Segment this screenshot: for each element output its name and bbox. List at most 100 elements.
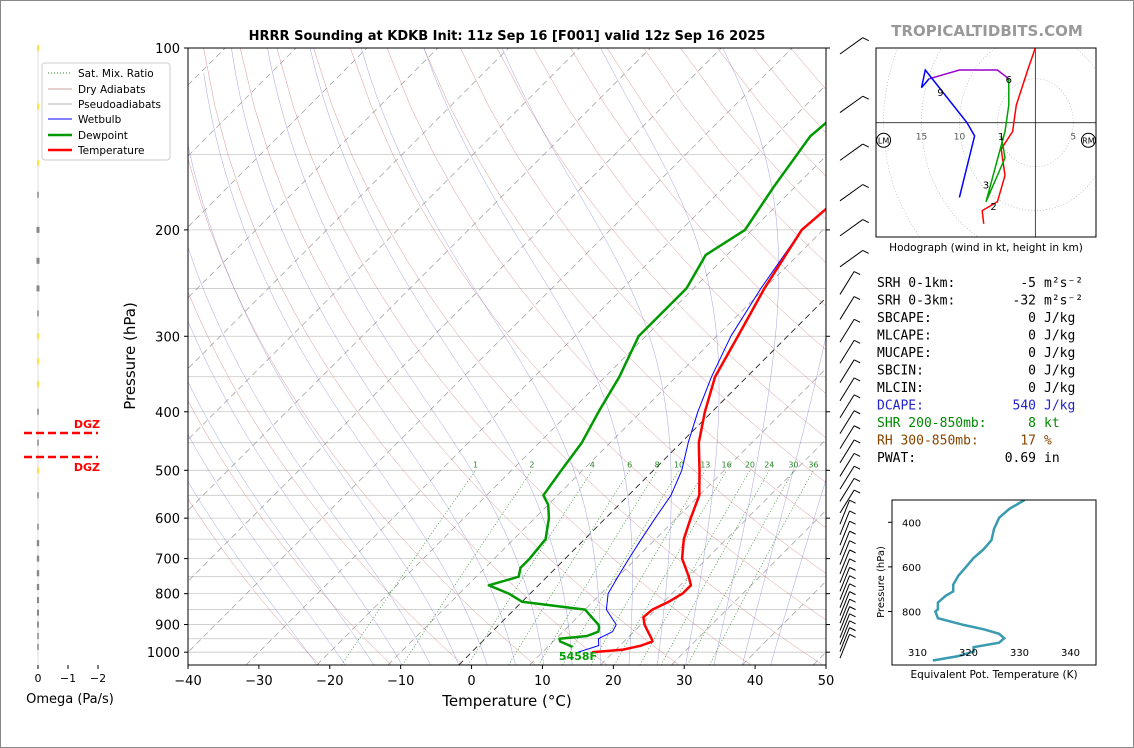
x-tick-label: −40 bbox=[174, 674, 201, 689]
wind-barb bbox=[839, 627, 851, 652]
omega-bar bbox=[37, 333, 39, 340]
dry-adiabat bbox=[188, 291, 464, 665]
temperature-line bbox=[591, 207, 826, 654]
hodograph-rings bbox=[876, 48, 1096, 237]
wind-barb bbox=[839, 567, 851, 592]
wind-barb-flag bbox=[853, 271, 861, 275]
omega-bar bbox=[36, 257, 40, 264]
dry-adiabat bbox=[203, 48, 608, 665]
omega-tick-label: −1 bbox=[60, 672, 76, 685]
wind-barb-flag bbox=[853, 425, 861, 430]
isotherm-line bbox=[188, 48, 722, 582]
mixing-ratio-label: 20 bbox=[745, 460, 755, 469]
mixing-ratio-line bbox=[341, 470, 476, 665]
wind-barb-flag bbox=[853, 439, 861, 444]
wind-barb bbox=[839, 184, 864, 202]
storm-motion-rm-marker bbox=[1080, 132, 1096, 148]
isotherm-line bbox=[387, 226, 826, 665]
index-label: MLCAPE: bbox=[877, 329, 932, 344]
wind-barb bbox=[839, 549, 851, 574]
pseudoadiabat bbox=[742, 335, 826, 665]
hodograph-height-label: 6 bbox=[1006, 75, 1012, 86]
wind-barb-flag bbox=[853, 465, 861, 470]
dry-adiabat bbox=[188, 158, 536, 665]
y-tick-label: 100 bbox=[155, 42, 180, 57]
pseudoadiabat bbox=[188, 381, 374, 665]
hodograph-height-label: 1 bbox=[998, 132, 1004, 143]
wind-barb-flag bbox=[862, 37, 869, 42]
index-value: 17 bbox=[1020, 434, 1036, 449]
mixing-ratio-label: 10 bbox=[674, 460, 684, 469]
wind-barb-flag bbox=[849, 549, 856, 554]
mixing-ratio-line bbox=[508, 470, 630, 665]
index-value: 0 bbox=[1028, 311, 1036, 326]
wind-barb bbox=[839, 634, 851, 659]
legend-label-dry: Dry Adiabats bbox=[78, 84, 146, 96]
index-value: 0 bbox=[1028, 364, 1036, 379]
mixing-ratio-label: 4 bbox=[590, 460, 595, 469]
mixing-ratio-line bbox=[467, 470, 593, 665]
wind-barb bbox=[839, 425, 855, 449]
wind-barb-flag bbox=[849, 620, 856, 625]
wind-barb-flag bbox=[862, 184, 869, 188]
omega-tick-label: 0 bbox=[35, 672, 42, 685]
pseudoadiabat bbox=[188, 143, 460, 665]
x-axis-label: Temperature (°C) bbox=[441, 692, 571, 710]
watermark: TROPICALTIDBITS.COM bbox=[891, 22, 1083, 40]
dgz-label-top: DGZ bbox=[74, 418, 100, 431]
isotherm-line bbox=[188, 48, 793, 653]
index-value: 0.69 bbox=[1005, 451, 1036, 466]
storm-motion-lm-marker bbox=[876, 132, 892, 148]
index-unit: kt bbox=[1044, 416, 1060, 431]
dry-adiabat bbox=[276, 48, 752, 665]
omega-panel: DGZ DGZ 0 −1 −2 Omega (Pa/s) bbox=[24, 45, 114, 707]
wind-barb bbox=[839, 591, 851, 616]
pseudoadiabat bbox=[501, 48, 672, 665]
wind-barb-flag bbox=[853, 452, 861, 457]
dry-adiabat bbox=[350, 48, 826, 621]
omega-bar bbox=[36, 609, 40, 616]
wind-barb-flag bbox=[849, 558, 856, 563]
chart-title: HRRR Sounding at KDKB Init: 11z Sep 16 [… bbox=[249, 29, 766, 44]
legend-label-dewpoint: Dewpoint bbox=[78, 130, 128, 142]
wind-barb-flag bbox=[849, 575, 856, 580]
omega-bars bbox=[36, 45, 40, 650]
wind-barb bbox=[839, 510, 851, 536]
pseudoadiabat bbox=[188, 246, 431, 665]
legend-box bbox=[41, 62, 171, 161]
wind-barbs bbox=[839, 37, 869, 659]
omega-bar bbox=[37, 467, 39, 474]
wind-barb bbox=[839, 95, 864, 113]
mixing-ratio-label: 30 bbox=[788, 460, 798, 469]
x-tick-label: −10 bbox=[387, 674, 414, 689]
hodograph-trace bbox=[920, 48, 1037, 224]
dry-adiabat bbox=[188, 498, 320, 665]
omega-bar bbox=[36, 570, 40, 577]
wind-barb bbox=[839, 219, 864, 237]
wind-barb-flag bbox=[853, 377, 861, 382]
theta-e-line bbox=[932, 500, 1026, 662]
y-axis-label: Pressure (hPa) bbox=[121, 302, 139, 410]
mixing-ratio-line bbox=[687, 470, 794, 665]
wind-barb-flag bbox=[853, 339, 861, 344]
omega-bar bbox=[37, 492, 39, 499]
omega-bar bbox=[37, 523, 39, 530]
wind-barb-flag bbox=[849, 627, 856, 632]
mixing-ratio-line bbox=[538, 470, 658, 665]
wind-barb bbox=[839, 296, 855, 320]
wind-barb bbox=[839, 558, 851, 583]
wind-barb bbox=[839, 613, 851, 638]
mixing-ratio-line bbox=[402, 470, 533, 665]
theta-e-x-tick-label: 340 bbox=[1061, 648, 1080, 659]
index-value: 8 bbox=[1028, 416, 1036, 431]
pseudoadiabat bbox=[231, 48, 516, 665]
hodograph-segment bbox=[928, 69, 1010, 80]
isotherm-line bbox=[671, 509, 826, 665]
wind-barb bbox=[839, 478, 855, 502]
legend: Sat. Mix. Ratio Dry Adiabats Pseudoadiab… bbox=[41, 62, 171, 161]
pseudoadiabat bbox=[188, 481, 318, 665]
skewt-plot: 1 2 4 6 8 10 13 16 20 24 30 36 −40 −30 −20 −10 0 10 20 30 4… bbox=[121, 42, 834, 710]
wind-barb bbox=[839, 340, 855, 364]
x-tick-label: 0 bbox=[467, 674, 475, 689]
wind-barb-flag bbox=[849, 520, 856, 525]
